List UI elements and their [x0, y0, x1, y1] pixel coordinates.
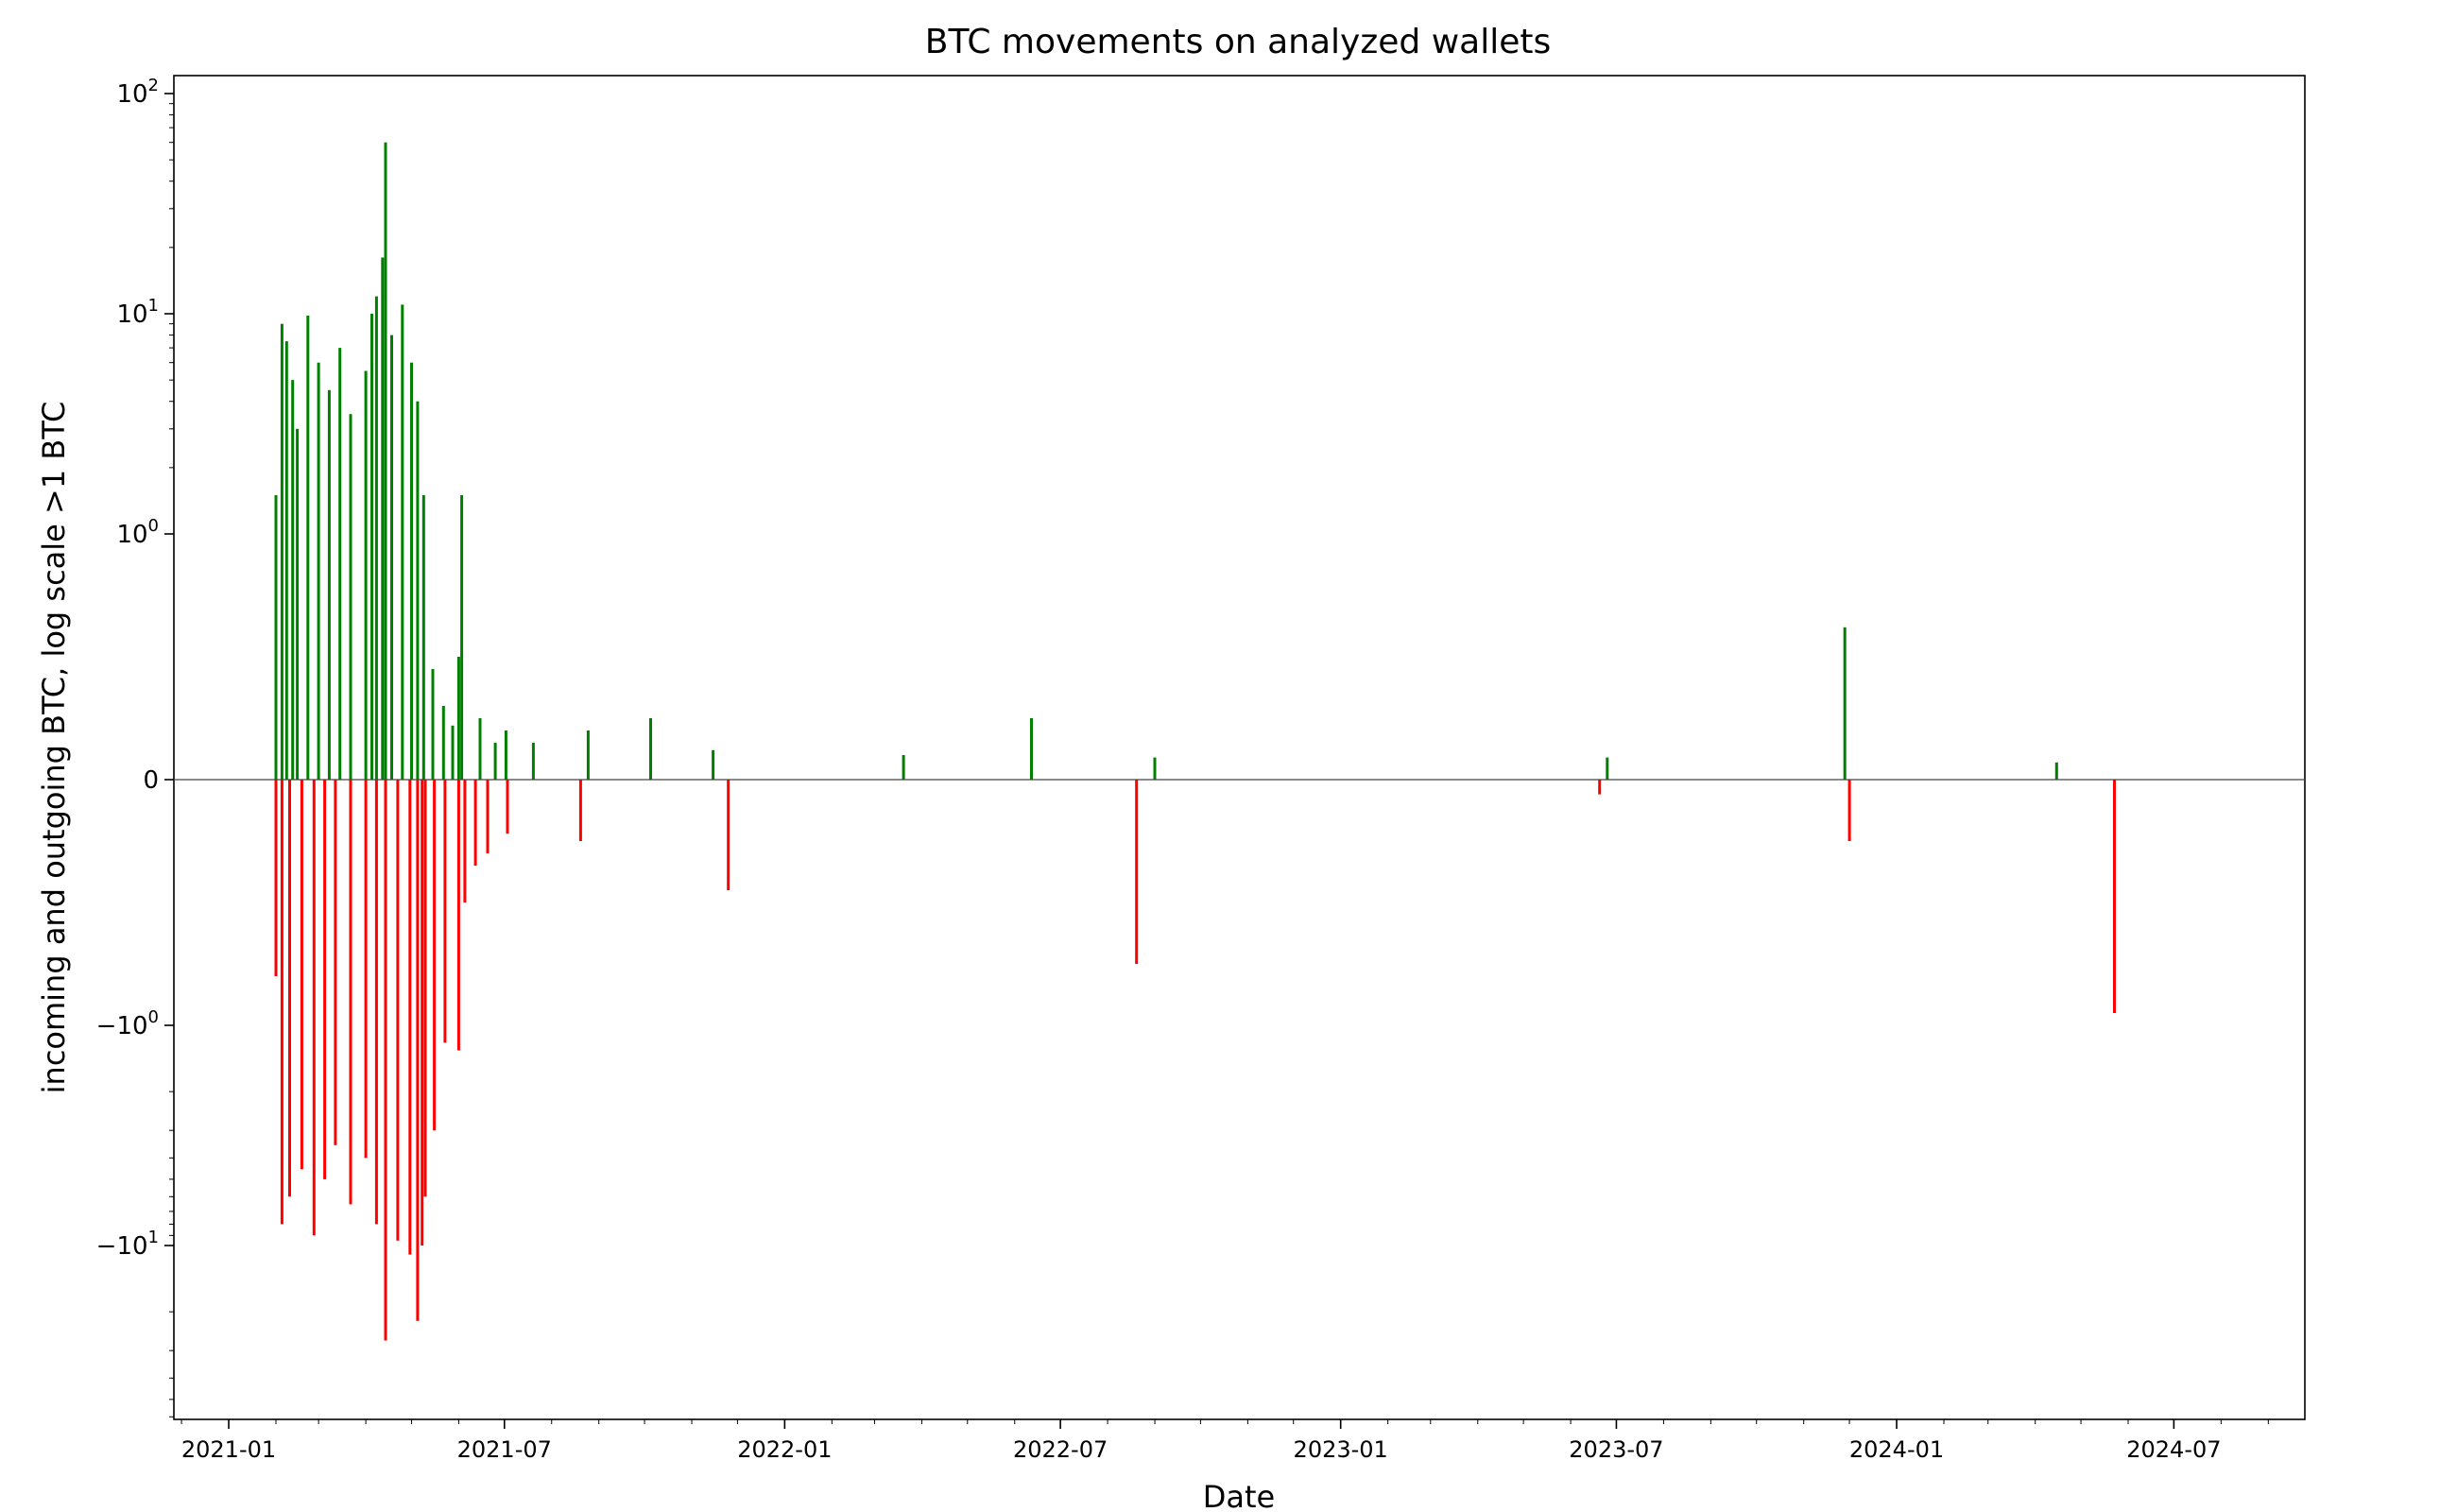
- bars-layer: [274, 142, 2116, 1341]
- incoming-bar: [421, 495, 425, 780]
- chart-title: BTC movements on analyzed wallets: [925, 23, 1551, 61]
- outgoing-bar: [433, 780, 437, 1131]
- outgoing-bar: [312, 780, 316, 1236]
- y-tick-label: −100: [96, 1007, 159, 1040]
- incoming-bar: [586, 730, 590, 780]
- x-axis-label: Date: [1203, 1479, 1275, 1512]
- outgoing-bar: [578, 780, 582, 841]
- y-axis-label: incoming and outgoing BTC, log scale >1 …: [36, 402, 72, 1094]
- incoming-bar: [296, 428, 300, 780]
- incoming-bar: [381, 257, 385, 780]
- x-tick-label: 2021-07: [457, 1436, 552, 1463]
- outgoing-bar: [1847, 780, 1851, 841]
- incoming-bar: [1843, 627, 1847, 780]
- incoming-bar: [1030, 718, 1033, 780]
- y-axis: 102 101 100 0 −100 −101: [96, 76, 174, 1418]
- incoming-bar: [493, 743, 497, 780]
- incoming-bar: [649, 718, 652, 780]
- x-tick-label: 2023-07: [1569, 1436, 1663, 1463]
- incoming-bar: [291, 380, 295, 780]
- incoming-bar: [451, 725, 455, 780]
- outgoing-bar: [423, 780, 427, 1197]
- incoming-bar: [317, 362, 320, 780]
- outgoing-bar: [506, 780, 509, 834]
- y-tick-label: 102: [116, 76, 159, 109]
- incoming-bar: [441, 706, 445, 780]
- incoming-bar: [712, 749, 715, 780]
- incoming-bar: [327, 389, 331, 780]
- x-tick-label: 2024-07: [2126, 1436, 2221, 1463]
- y-tick-label: 0: [143, 766, 159, 795]
- incoming-bar: [431, 669, 435, 780]
- outgoing-bar: [456, 780, 460, 1051]
- plot-frame: [173, 75, 2306, 1420]
- outgoing-bar: [463, 780, 467, 902]
- outgoing-bar: [374, 780, 378, 1225]
- outgoing-bar: [1135, 780, 1139, 964]
- outgoing-bar: [384, 780, 387, 1341]
- outgoing-bar: [1598, 780, 1602, 795]
- incoming-bar: [364, 370, 368, 780]
- outgoing-bar: [421, 780, 424, 1246]
- outgoing-bar: [300, 780, 303, 1170]
- outgoing-bar: [443, 780, 447, 1043]
- x-tick-label: 2023-01: [1294, 1436, 1388, 1463]
- outgoing-bar: [408, 780, 412, 1255]
- outgoing-bar: [334, 780, 337, 1145]
- incoming-bar: [390, 335, 393, 780]
- incoming-bar: [280, 323, 284, 780]
- x-axis: 2021-01 2021-07 2022-01 2022-07 2023-01 2023-…: [180, 1419, 2269, 1463]
- outgoing-bar: [396, 780, 400, 1241]
- outgoing-bar: [473, 780, 477, 866]
- outgoing-bar: [274, 780, 278, 976]
- outgoing-bar: [2113, 780, 2116, 1013]
- incoming-bar: [1153, 757, 1157, 780]
- incoming-bar: [2054, 762, 2058, 780]
- x-tick-label: 2024-01: [1849, 1436, 1944, 1463]
- incoming-bar: [410, 362, 413, 780]
- outgoing-bar: [288, 780, 291, 1197]
- y-tick-label: 100: [116, 516, 159, 549]
- incoming-bar: [349, 414, 352, 780]
- incoming-bar: [478, 718, 482, 780]
- incoming-bar: [1606, 757, 1609, 780]
- outgoing-bar: [416, 780, 420, 1321]
- y-tick-label: 101: [116, 296, 159, 329]
- incoming-bar: [504, 730, 507, 780]
- incoming-bar: [284, 341, 288, 780]
- incoming-bar: [401, 304, 404, 780]
- incoming-bar: [338, 348, 342, 780]
- x-tick-label: 2022-07: [1013, 1436, 1108, 1463]
- incoming-bar: [456, 657, 460, 780]
- outgoing-bar: [727, 780, 730, 890]
- incoming-bar: [531, 743, 535, 780]
- x-tick-label: 2021-01: [181, 1436, 276, 1463]
- outgoing-bar: [349, 780, 352, 1205]
- x-tick-label: 2022-01: [737, 1436, 832, 1463]
- outgoing-bar: [323, 780, 327, 1179]
- incoming-bar: [384, 142, 387, 780]
- incoming-bar: [460, 495, 464, 780]
- incoming-bar: [374, 296, 378, 780]
- incoming-bar: [306, 316, 310, 780]
- incoming-bar: [370, 314, 373, 780]
- y-tick-label: −101: [96, 1228, 159, 1261]
- outgoing-bar: [280, 780, 284, 1225]
- outgoing-bar: [486, 780, 490, 853]
- outgoing-bar: [364, 780, 368, 1159]
- incoming-bar: [416, 401, 420, 780]
- incoming-bar: [274, 495, 278, 780]
- incoming-bar: [902, 755, 905, 780]
